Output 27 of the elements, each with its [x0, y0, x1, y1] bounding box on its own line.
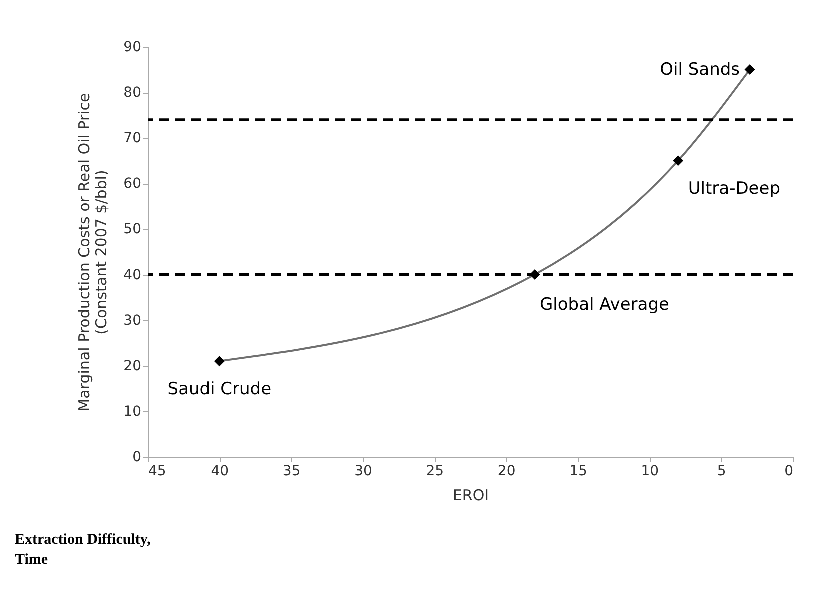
- y-tick-label: 50: [124, 222, 142, 238]
- x-tick-label: 20: [498, 464, 516, 480]
- y-tick-label: 0: [132, 450, 142, 466]
- x-tick-label: 15: [570, 464, 588, 480]
- x-tick-label: 0: [784, 464, 794, 480]
- annotation: Oil Sands: [660, 60, 740, 80]
- y-tick-label: 90: [124, 40, 142, 56]
- y-tick-label: 40: [124, 267, 142, 284]
- y-tick-label: 80: [124, 85, 142, 102]
- y-tick-label: 30: [124, 312, 142, 329]
- y-tick-label: 70: [124, 130, 142, 147]
- x-tick-label: 10: [641, 464, 660, 480]
- annotation: Saudi Crude: [168, 379, 272, 400]
- text: Extraction Difficulty, Time: [15, 532, 152, 568]
- x-tick-label: 25: [426, 464, 444, 480]
- y-axis-title: Marginal Production Costs or Real Oil Price (Constant 2007 $/bbl): [76, 93, 111, 412]
- x-tick-label: 5: [717, 464, 726, 480]
- y-tick-label: 20: [124, 358, 142, 374]
- x-axis-title: EROI: [452, 486, 490, 504]
- y-tick-label: 10: [124, 404, 142, 420]
- x-tick-label: 30: [354, 464, 372, 480]
- x-tick-label: 40: [211, 464, 230, 480]
- x-tick-label: 35: [282, 464, 301, 480]
- y-tick-label: 60: [124, 176, 142, 192]
- x-tick-label: 45: [148, 464, 166, 480]
- annotation: Global Average: [540, 294, 670, 315]
- annotation: Ultra-Deep: [688, 178, 781, 199]
